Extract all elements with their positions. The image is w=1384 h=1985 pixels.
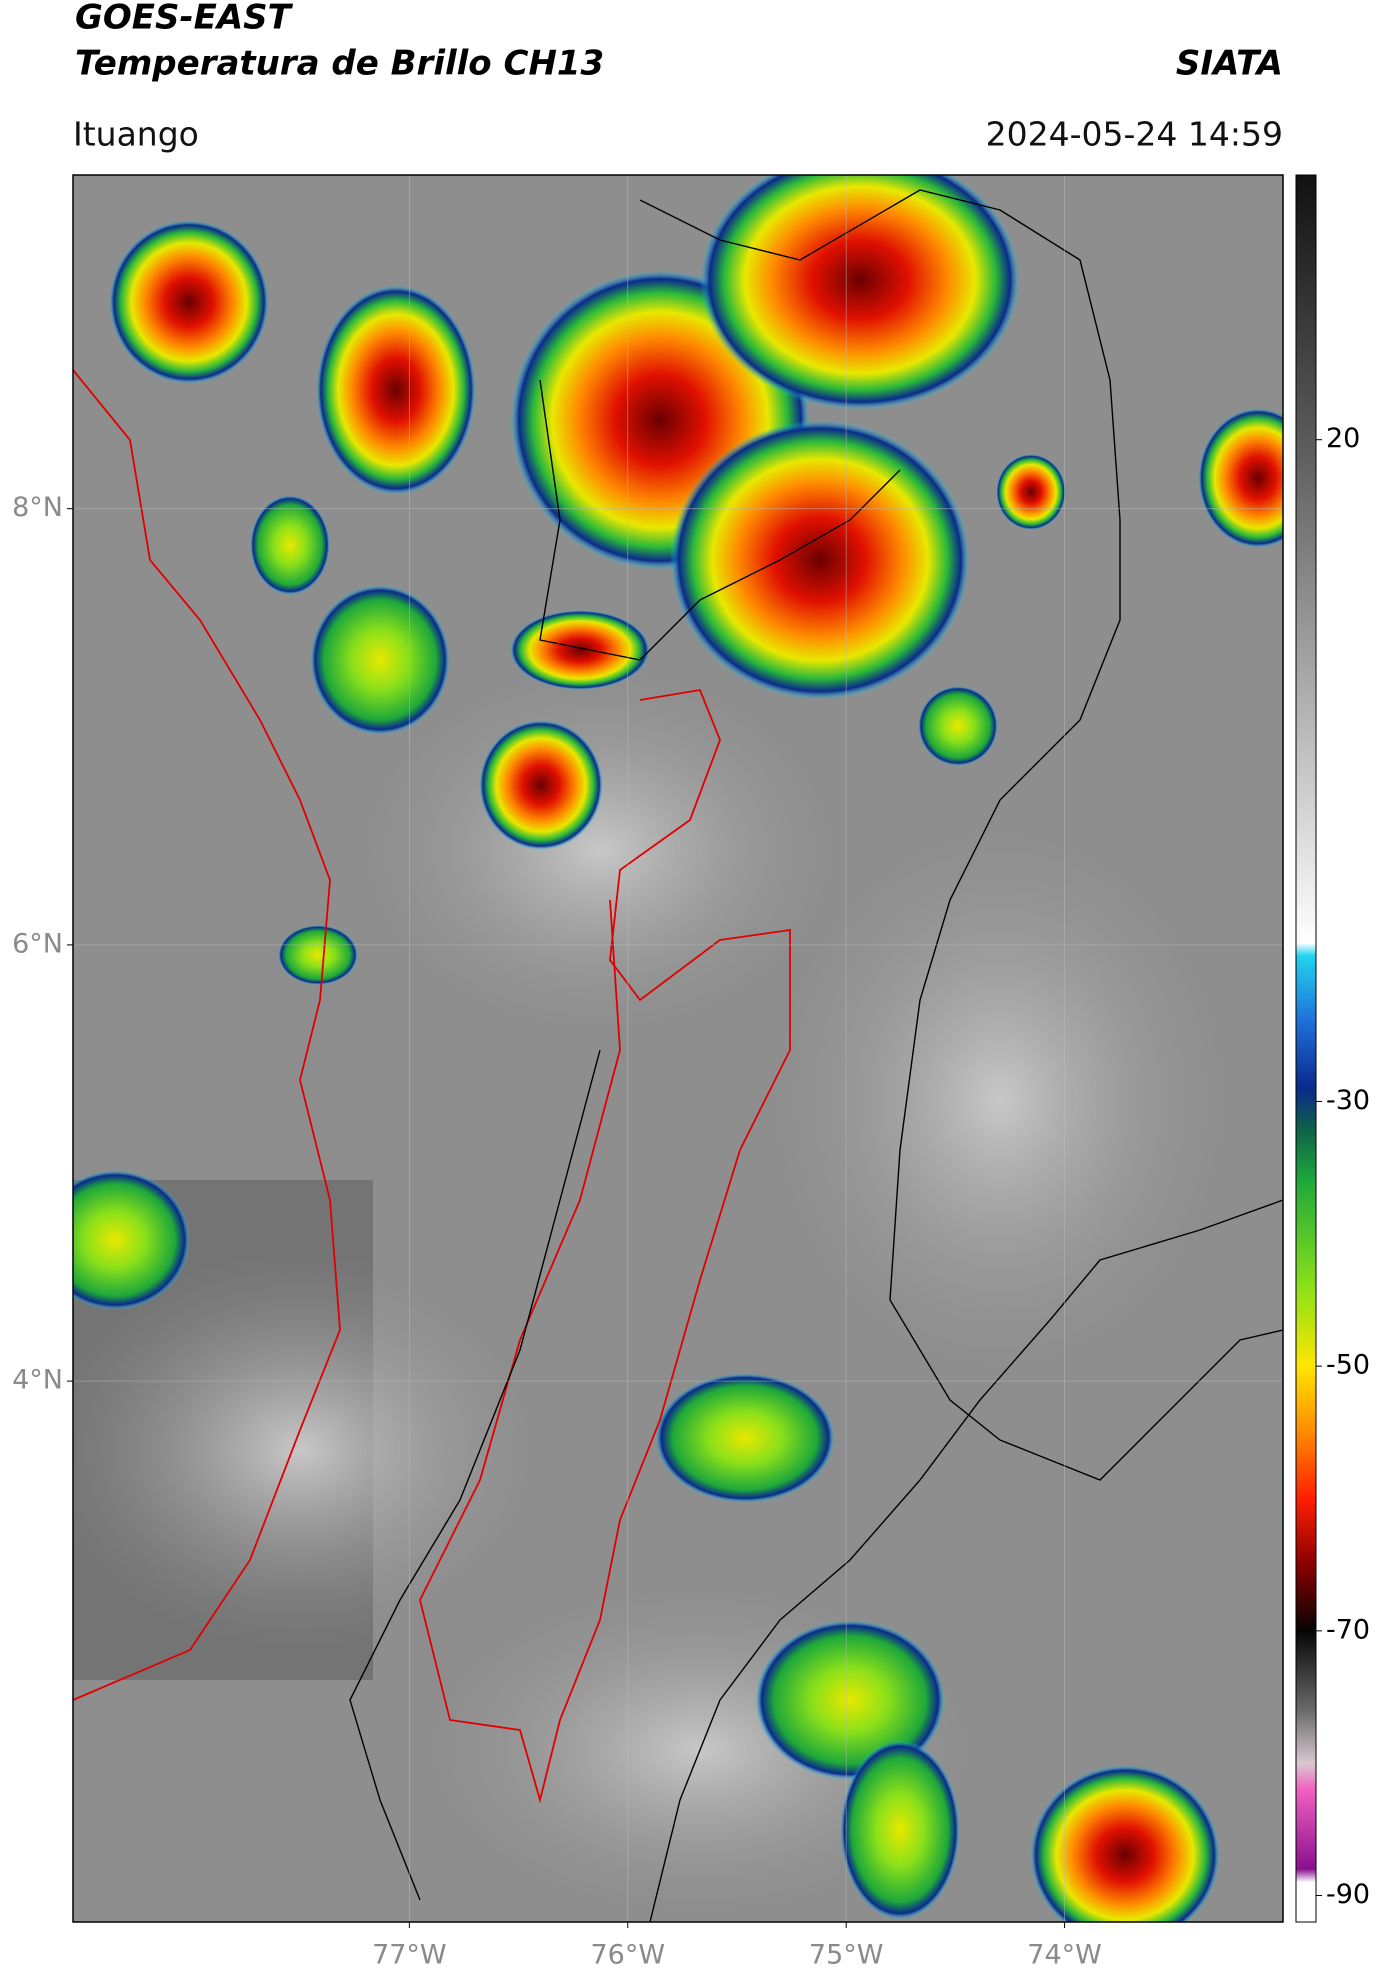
cloud — [340, 650, 860, 1050]
boundary — [349, 1049, 601, 1901]
storm — [510, 610, 650, 690]
cell — [755, 1620, 945, 1780]
storm — [700, 175, 1020, 410]
map-frame — [72, 174, 1284, 1923]
colorbar-label: -30 — [1326, 1085, 1370, 1116]
storm — [1030, 1765, 1220, 1922]
x-tick-label: 76°W — [590, 1940, 665, 1971]
colorbar-label: -90 — [1326, 1879, 1370, 1910]
cell — [73, 1170, 190, 1310]
cloud — [73, 1250, 560, 1650]
cell — [250, 495, 330, 595]
x-tick-label: 74°W — [1027, 1940, 1102, 1971]
title: GOES-EAST — [75, 0, 294, 38]
y-tick-label: 4°N — [12, 1365, 63, 1396]
storm — [109, 220, 269, 384]
boundary — [419, 688, 791, 1804]
y-tick-label: 8°N — [12, 492, 63, 523]
graticule — [73, 175, 1283, 1922]
boundary — [539, 379, 901, 661]
storm — [479, 720, 603, 850]
storm — [996, 454, 1066, 530]
location: Ituango — [73, 115, 199, 154]
source: SIATA — [1176, 44, 1283, 84]
boundary — [639, 189, 1283, 1481]
x-tick-label: 77°W — [372, 1940, 447, 1971]
cloud — [750, 800, 1250, 1400]
storm — [1198, 408, 1283, 548]
timestamp: 2024-05-24 14:59 — [986, 115, 1283, 154]
colorbar-label: 20 — [1326, 423, 1360, 454]
cell — [310, 585, 450, 735]
x-tick-label: 75°W — [809, 1940, 884, 1971]
colorbar-label: -50 — [1326, 1350, 1370, 1381]
boundary — [73, 369, 341, 1701]
cell — [655, 1373, 835, 1503]
satellite-image — [73, 175, 1283, 1922]
cell — [278, 925, 358, 985]
storm — [670, 420, 970, 700]
y-tick-label: 6°N — [12, 928, 63, 959]
boundary — [649, 1199, 1283, 1922]
storm — [316, 285, 476, 495]
subtitle: Temperatura de Brillo CH13 — [75, 44, 604, 84]
cell — [918, 686, 998, 766]
cell — [840, 1740, 960, 1920]
colorbar — [1295, 174, 1317, 1923]
colorbar-label: -70 — [1326, 1614, 1370, 1645]
